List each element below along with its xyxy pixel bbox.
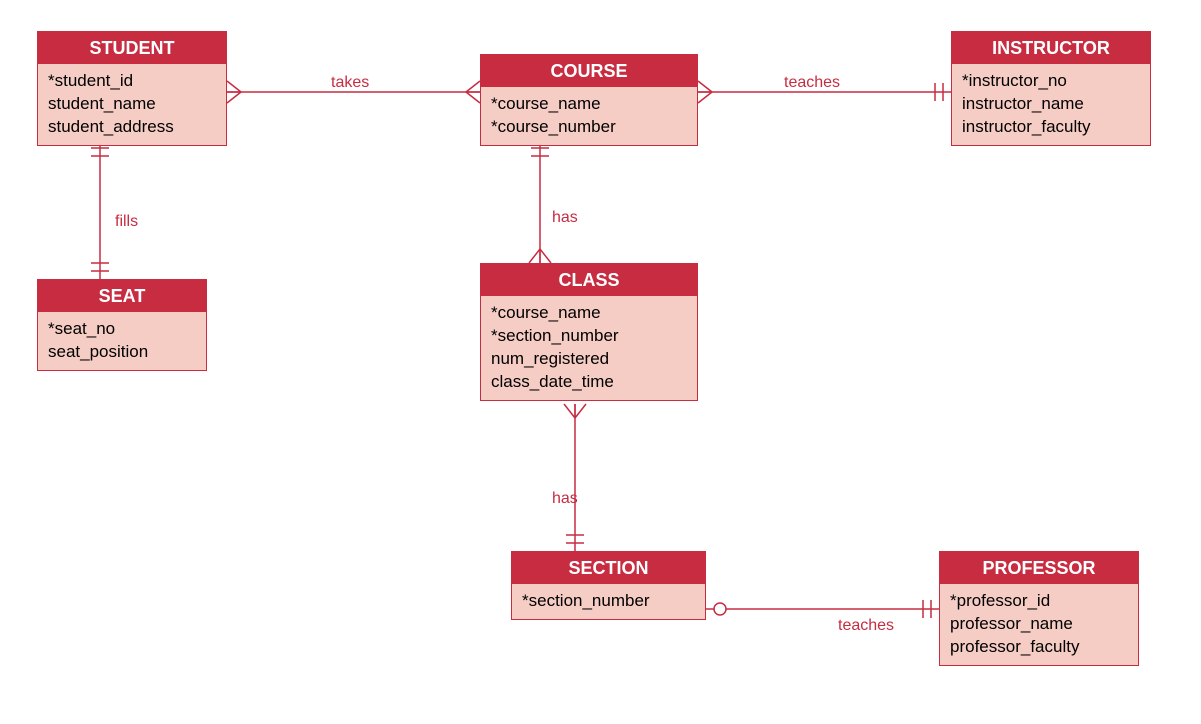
entity-seat: SEAT*seat_noseat_position	[37, 279, 207, 371]
entity-instructor-header: INSTRUCTOR	[951, 31, 1151, 63]
entity-class-attr: num_registered	[491, 348, 687, 371]
entity-class-header: CLASS	[480, 263, 698, 295]
entity-course-attr: *course_name	[491, 93, 687, 116]
entity-student-attr: *student_id	[48, 70, 216, 93]
entity-student-header: STUDENT	[37, 31, 227, 63]
entity-course-body: *course_name*course_number	[480, 86, 698, 146]
entity-professor-header: PROFESSOR	[939, 551, 1139, 583]
entity-student-attr: student_name	[48, 93, 216, 116]
entity-section-body: *section_number	[511, 583, 706, 620]
rel-label-teaches2: teaches	[838, 617, 894, 635]
entity-student-body: *student_idstudent_namestudent_address	[37, 63, 227, 146]
entity-instructor-attr: instructor_name	[962, 93, 1140, 116]
entity-class-attr: class_date_time	[491, 371, 687, 394]
entity-section: SECTION *section_number	[511, 551, 706, 620]
entity-instructor: INSTRUCTOR*instructor_noinstructor_namei…	[951, 31, 1151, 146]
entity-course: COURSE*course_name*course_number	[480, 54, 698, 146]
entity-professor-attr: professor_faculty	[950, 636, 1128, 659]
entity-class: CLASS*course_name*section_numbernum_regi…	[480, 263, 698, 401]
entity-professor-attr: professor_name	[950, 613, 1128, 636]
entity-seat-body: *seat_noseat_position	[37, 311, 207, 371]
rel-label-has2: has	[552, 490, 578, 508]
rel-label-has1: has	[552, 209, 578, 227]
entity-seat-attr: seat_position	[48, 341, 196, 364]
entity-class-attr: *section_number	[491, 325, 687, 348]
entity-instructor-attr: *instructor_no	[962, 70, 1140, 93]
entity-student: STUDENT*student_idstudent_namestudent_ad…	[37, 31, 227, 146]
entity-professor-attr: *professor_id	[950, 590, 1128, 613]
entity-seat-attr: *seat_no	[48, 318, 196, 341]
entity-seat-header: SEAT	[37, 279, 207, 311]
rel-label-takes: takes	[331, 74, 369, 92]
entity-class-attr: *course_name	[491, 302, 687, 325]
entity-instructor-body: *instructor_noinstructor_nameinstructor_…	[951, 63, 1151, 146]
rel-label-teaches1: teaches	[784, 74, 840, 92]
entity-section-attr: *section_number	[522, 590, 695, 613]
entity-section-header: SECTION	[511, 551, 706, 583]
entity-professor: PROFESSOR*professor_idprofessor_nameprof…	[939, 551, 1139, 666]
entity-course-attr: *course_number	[491, 116, 687, 139]
entity-student-attr: student_address	[48, 116, 216, 139]
entity-instructor-attr: instructor_faculty	[962, 116, 1140, 139]
rel-label-fills: fills	[115, 213, 138, 231]
entity-course-header: COURSE	[480, 54, 698, 86]
entity-professor-body: *professor_idprofessor_nameprofessor_fac…	[939, 583, 1139, 666]
entity-class-body: *course_name*section_numbernum_registere…	[480, 295, 698, 401]
